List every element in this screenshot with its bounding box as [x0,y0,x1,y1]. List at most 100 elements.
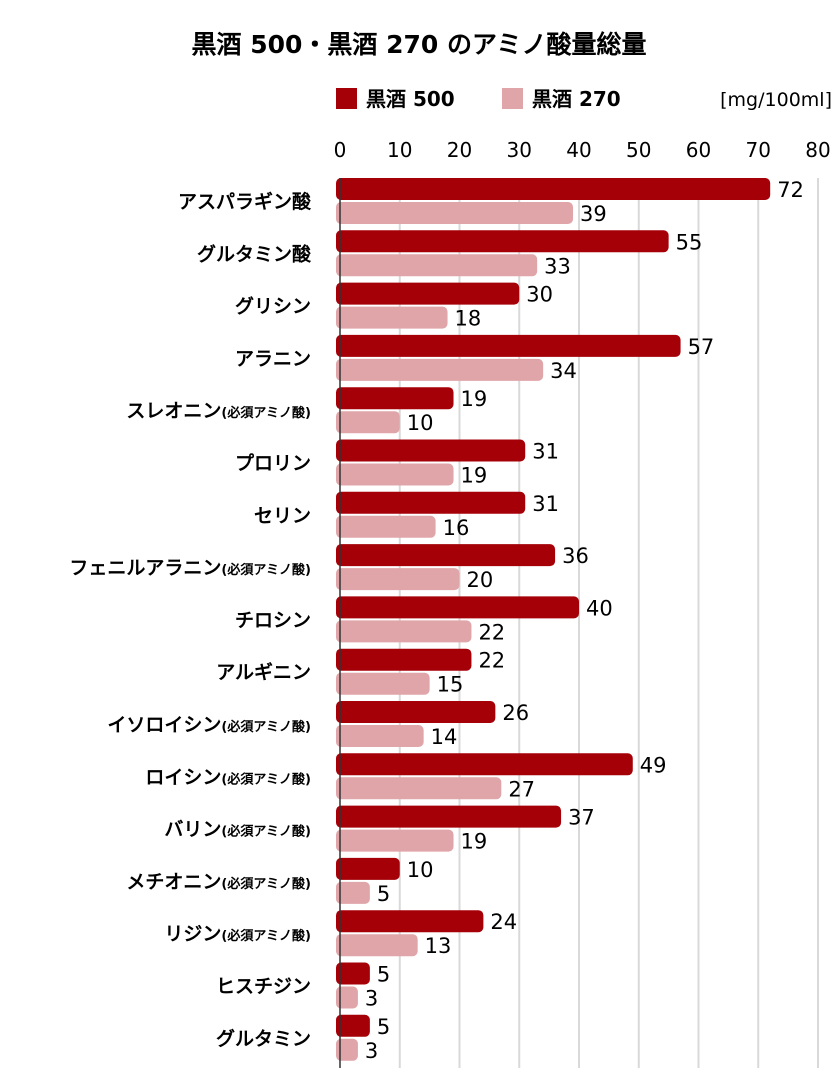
legend-swatch-kuroshu-270 [502,88,523,109]
bar-value-label: 37 [568,806,595,830]
category-label: スレオニン(必須アミノ酸) [126,400,311,422]
category-name: ロイシン [145,766,221,788]
x-axis-ticks: 0 10 20 30 40 50 60 70 80 [334,138,831,162]
category-label: フェニルアラニン(必須アミノ酸) [69,557,311,579]
bar-value-label: 10 [407,858,434,882]
chart-title: 黒酒 500・黒酒 270 のアミノ酸量総量 [192,30,647,59]
bar-value-label: 22 [478,620,505,644]
bar-value-label: 33 [544,254,571,278]
category-name: バリン [164,819,221,841]
bar-kuroshu-500 [336,387,454,410]
bar-value-label: 20 [467,568,494,592]
bars: 7239553330185734191031193116362040222215… [336,178,804,1063]
unit-label: [mg/100ml] [720,89,832,111]
bar-kuroshu-270 [336,358,544,381]
bar-value-label: 5 [377,882,390,906]
category-name: グルタミン [216,1027,311,1050]
bar-kuroshu-500 [336,544,556,567]
category-label: ロイシン(必須アミノ酸) [145,766,311,788]
legend-label-kuroshu-270: 黒酒 270 [532,87,621,111]
bar-kuroshu-500 [336,439,526,462]
bar-value-label: 15 [437,673,464,697]
bar-value-label: 5 [377,963,390,987]
category-name: メチオニン [126,871,221,893]
x-tick-label: 40 [566,138,591,162]
bar-value-label: 49 [640,753,667,777]
bar-value-label: 19 [461,830,488,854]
category-name: セリン [254,505,311,527]
bar-value-label: 14 [431,725,458,749]
bar-kuroshu-500 [336,648,472,671]
bar-value-label: 31 [532,440,559,464]
category-note: (必須アミノ酸) [221,771,311,787]
bar-kuroshu-270 [336,306,448,329]
category-labels: アスパラギン酸グルタミン酸グリシンアラニンスレオニン(必須アミノ酸)プロリンセリ… [69,190,312,1050]
bar-value-label: 27 [508,777,535,801]
bar-value-label: 30 [526,283,553,307]
category-label: アスパラギン酸 [178,190,312,213]
category-label: アラニン [235,348,311,370]
bar-value-label: 26 [502,701,529,725]
bar-kuroshu-500 [336,857,400,880]
category-name: リジン [164,923,221,945]
x-tick-label: 0 [334,138,347,162]
bar-kuroshu-270 [336,202,574,224]
category-label: バリン(必須アミノ酸) [164,819,311,841]
bar-kuroshu-500 [336,334,681,357]
x-tick-label: 30 [507,138,532,162]
category-name: フェニルアラニン [69,557,221,579]
bar-kuroshu-500 [336,1014,370,1037]
bar-kuroshu-270 [336,515,436,538]
legend-swatch-kuroshu-500 [336,88,357,109]
bar-value-label: 18 [455,307,482,331]
bar-kuroshu-270 [336,829,454,852]
bar-kuroshu-500 [336,282,520,305]
category-label: ヒスチジン [216,976,311,998]
category-name: アルギニン [216,662,311,684]
category-note: (必須アミノ酸) [221,928,311,944]
category-label: セリン [254,505,311,527]
category-name: スレオニン [126,400,221,422]
bar-kuroshu-500 [336,596,579,619]
bar-value-label: 39 [580,202,607,226]
bar-kuroshu-270 [336,568,460,591]
category-name: グリシン [235,295,311,318]
category-name: グルタミン酸 [197,242,312,265]
category-note: (必須アミノ酸) [221,876,311,892]
category-note: (必須アミノ酸) [221,562,311,578]
category-label: リジン(必須アミノ酸) [164,923,311,945]
bar-kuroshu-500 [336,230,669,253]
category-label: グリシン [235,295,311,318]
category-name: アラニン [235,348,311,370]
category-label: グルタミン酸 [197,242,312,265]
bar-value-label: 72 [777,178,804,202]
category-label: グルタミン [216,1027,311,1050]
category-label: メチオニン(必須アミノ酸) [126,871,311,893]
bar-kuroshu-270 [336,725,424,747]
bar-value-label: 36 [562,544,589,568]
x-tick-label: 50 [626,138,651,162]
bar-value-label: 19 [461,387,488,411]
category-name: イソロイシン [107,714,221,736]
bar-kuroshu-500 [336,753,633,776]
category-label: プロリン [235,452,311,475]
bar-kuroshu-270 [336,986,358,1009]
gridlines [398,178,819,1068]
bar-value-label: 24 [490,910,517,934]
bar-kuroshu-500 [336,701,496,723]
bar-value-label: 31 [532,492,559,516]
bar-value-label: 5 [377,1015,390,1039]
bar-value-label: 57 [688,335,715,359]
x-tick-label: 70 [746,138,771,162]
x-tick-label: 10 [387,138,412,162]
bar-kuroshu-270 [336,463,454,486]
bar-kuroshu-270 [336,777,502,800]
category-label: イソロイシン(必須アミノ酸) [107,714,311,736]
x-tick-label: 60 [686,138,711,162]
bar-kuroshu-270 [336,411,400,434]
bar-kuroshu-270 [336,934,418,957]
bar-kuroshu-270 [336,881,370,904]
bar-value-label: 19 [461,464,488,488]
bar-value-label: 3 [365,1039,378,1063]
